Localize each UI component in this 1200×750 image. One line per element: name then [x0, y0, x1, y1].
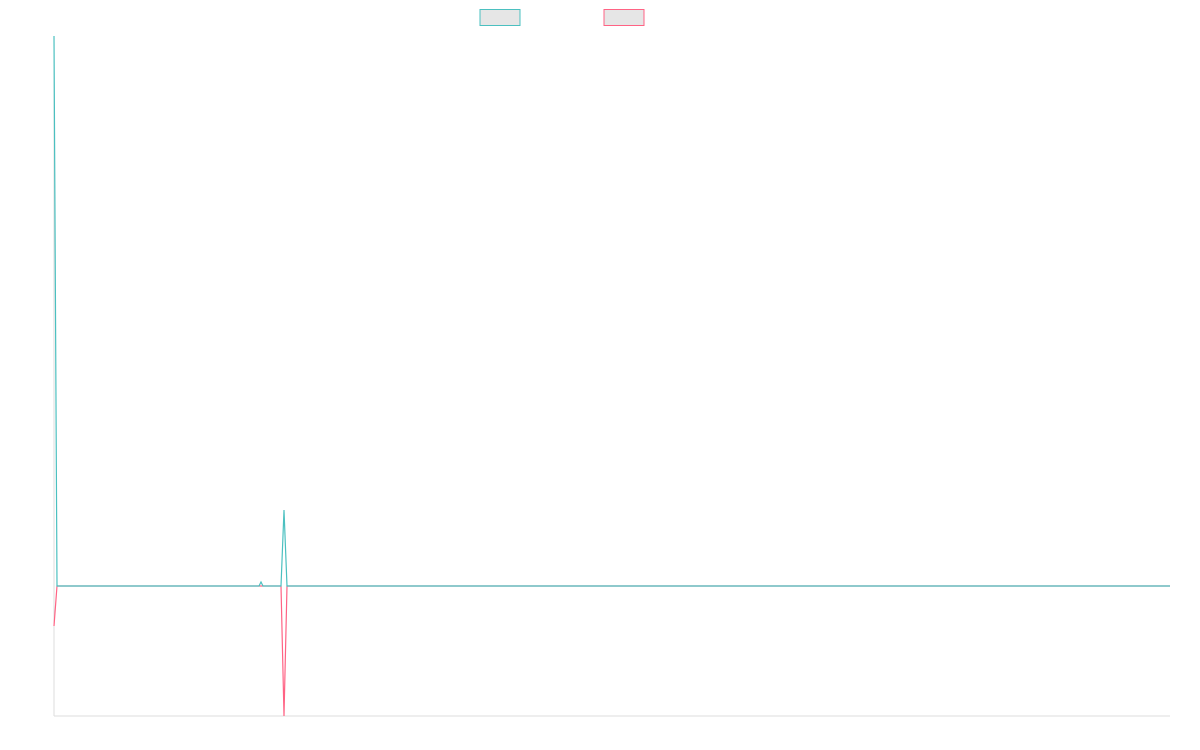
legend-swatch — [479, 9, 521, 26]
series-line — [53, 35, 1170, 587]
legend-swatch — [603, 9, 645, 26]
